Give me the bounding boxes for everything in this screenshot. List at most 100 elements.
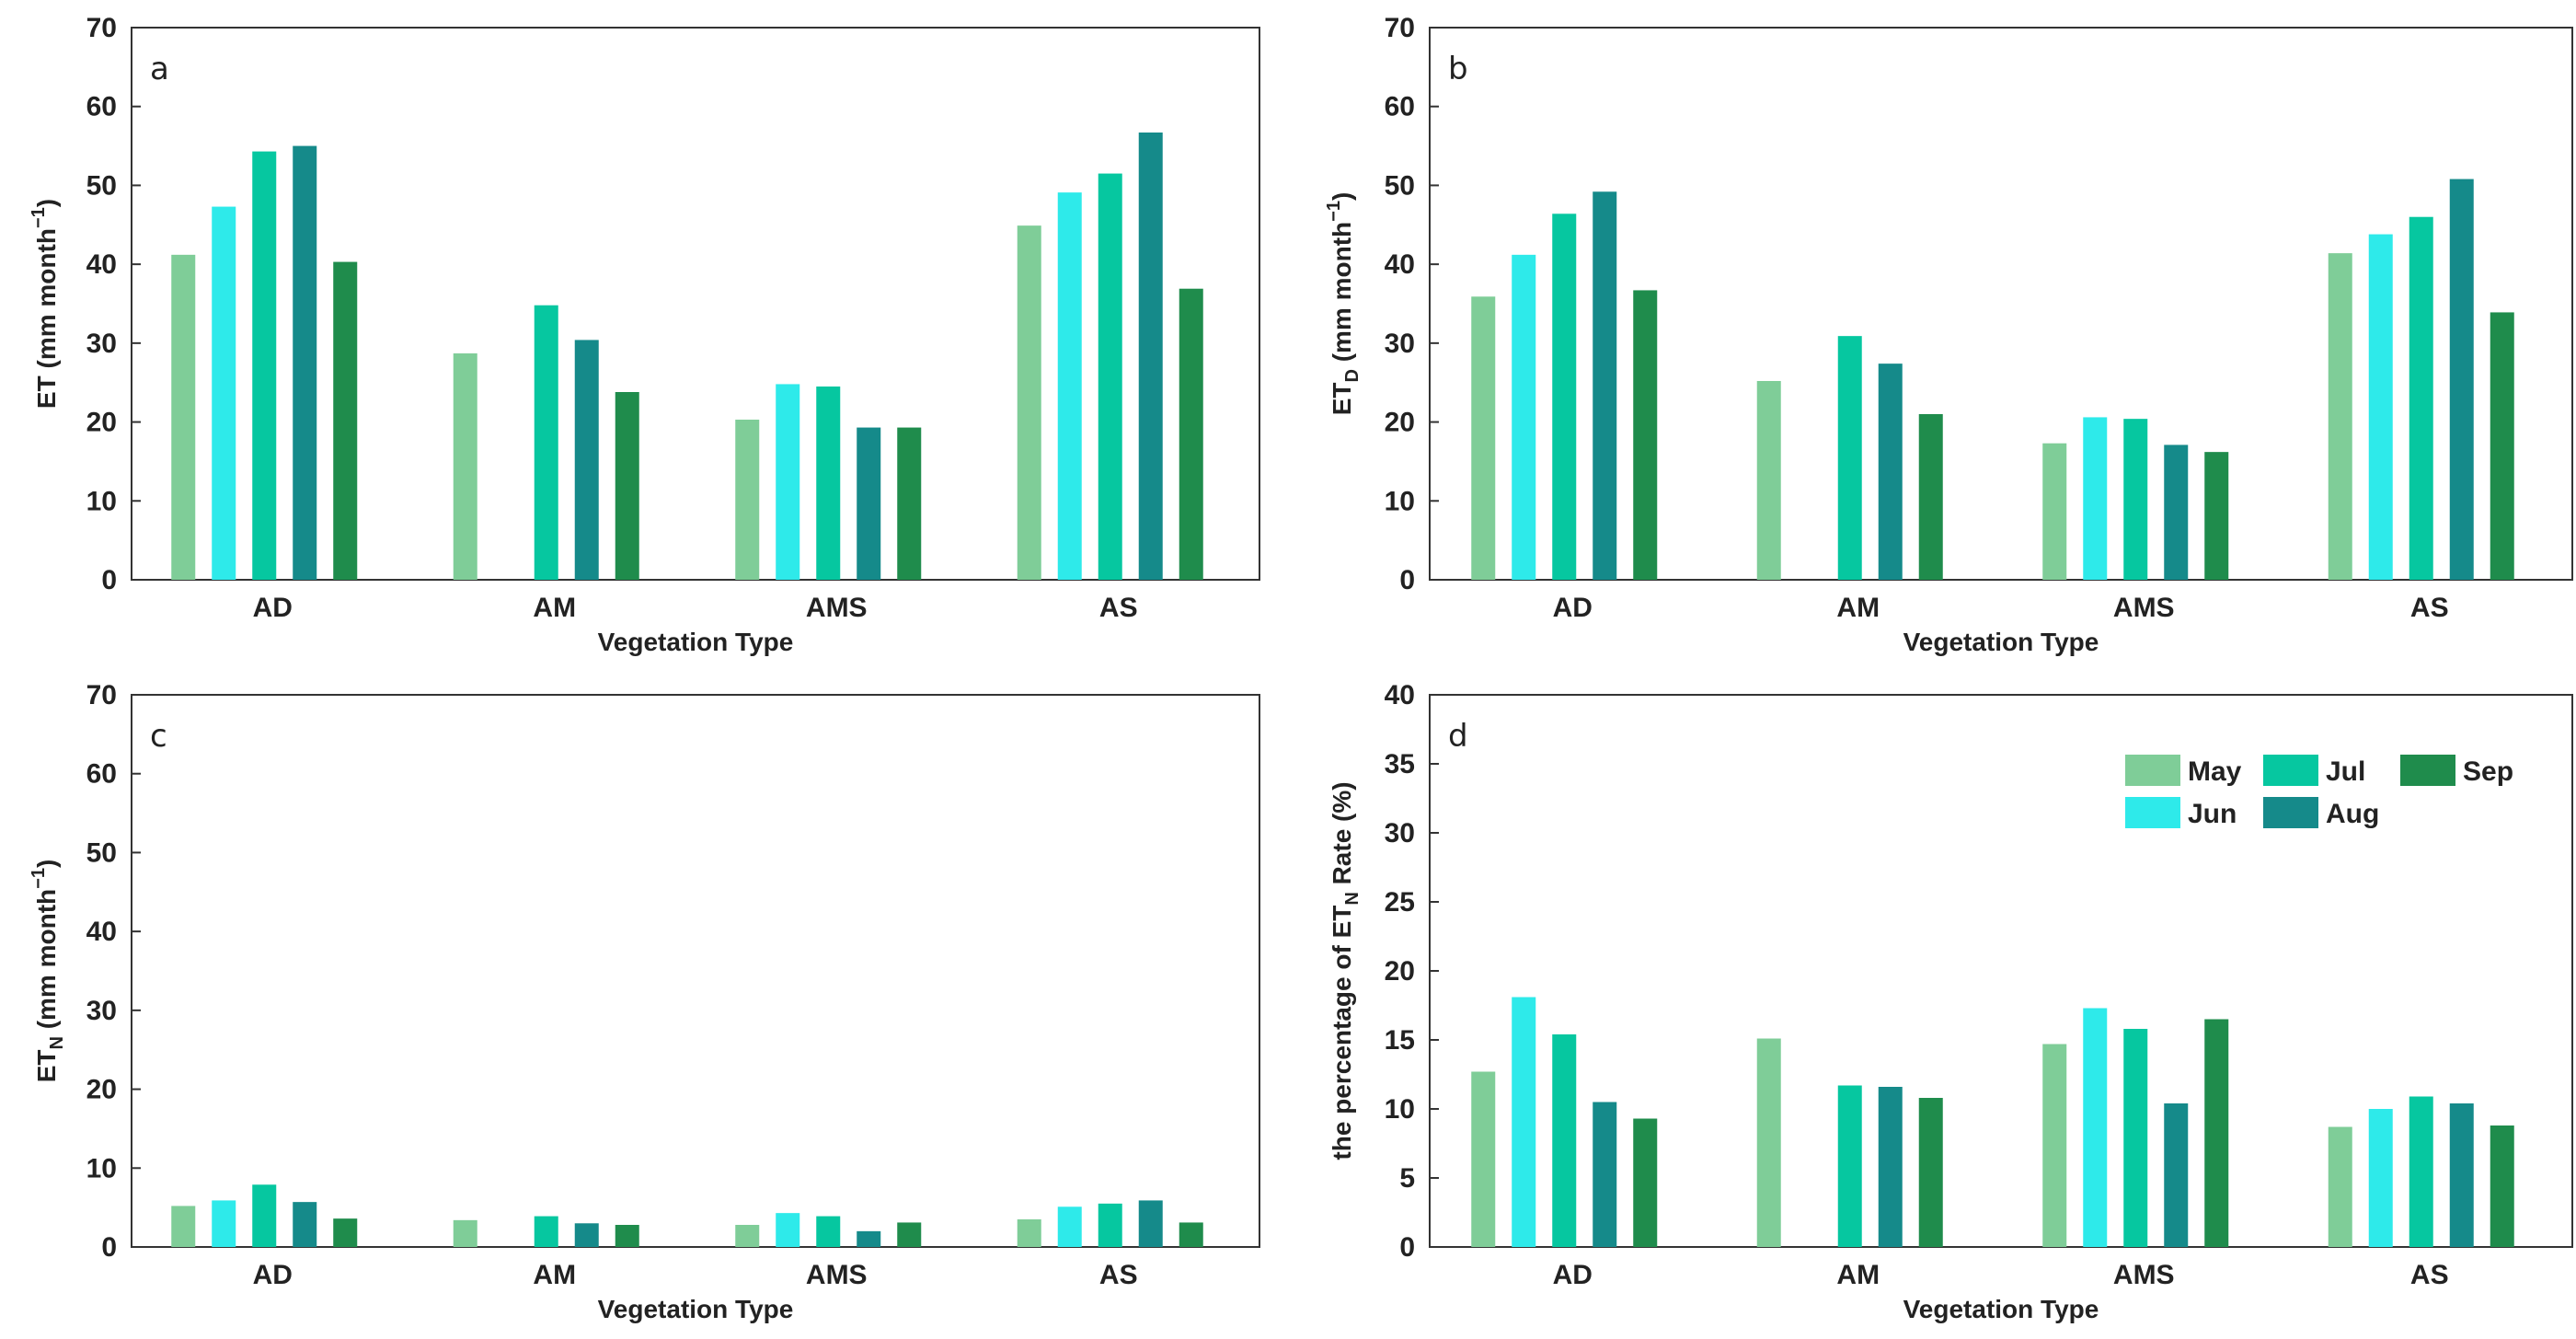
y-tick-label: 0: [101, 565, 117, 595]
panel-letter: b: [1448, 51, 1468, 87]
panel-letter: c: [150, 718, 167, 755]
y-axis-label: ETN (mm month−1): [29, 860, 67, 1083]
bar-aug-ad: [1593, 191, 1617, 581]
legend: May Jun Jul Aug Sep: [2125, 755, 2513, 829]
legend-label-may: May: [2188, 756, 2242, 787]
y-tick-label: 40: [1385, 249, 1415, 280]
y-tick-label: 5: [1399, 1163, 1415, 1194]
y-tick-label: 20: [1385, 408, 1415, 438]
y-tick-label: 10: [86, 1153, 117, 1183]
bar-jun-ad: [212, 1200, 236, 1247]
y-tick-label: 10: [1385, 1094, 1415, 1125]
x-axis-label: Vegetation Type: [598, 628, 794, 656]
bar-jul-am: [1837, 336, 1862, 580]
plot-area: [131, 694, 1260, 1248]
x-tick-label: AM: [533, 593, 576, 623]
bar-aug-ams: [857, 427, 881, 580]
y-tick-label: 70: [1385, 13, 1415, 43]
y-tick-label: 0: [1399, 1232, 1415, 1263]
bar-aug-am: [574, 340, 599, 580]
bar-may-as: [2328, 253, 2352, 580]
legend-swatch-jul: [2263, 755, 2318, 786]
bar-jul-as: [2409, 1096, 2433, 1247]
legend-swatch-may: [2125, 755, 2180, 786]
legend-label-jul: Jul: [2326, 756, 2365, 787]
bar-sep-am: [1918, 1098, 1943, 1247]
bar-jun-as: [2368, 234, 2393, 581]
bar-aug-as: [2449, 1103, 2474, 1247]
bar-may-am: [1756, 381, 1781, 580]
bar-jul-am: [1837, 1085, 1862, 1247]
bar-may-ams: [735, 1225, 760, 1247]
bar-sep-am: [615, 392, 639, 580]
bar-sep-ad: [333, 1218, 358, 1247]
y-tick-label: 40: [86, 917, 117, 947]
y-tick-label: 15: [1385, 1025, 1415, 1056]
bar-jul-as: [1098, 1203, 1122, 1247]
bar-may-as: [1017, 225, 1041, 580]
bar-jul-ad: [252, 151, 277, 581]
bar-jun-ad: [1512, 997, 1536, 1247]
panel-letter: d: [1448, 718, 1468, 755]
y-axis-label: ETD (mm month−1): [1324, 192, 1363, 416]
bar-may-ams: [2042, 1044, 2067, 1247]
bar-sep-ad: [1633, 1118, 1658, 1247]
y-tick-label: 10: [1385, 486, 1415, 516]
bar-aug-ad: [293, 1202, 317, 1247]
bar-jul-as: [2409, 216, 2433, 580]
x-tick-label: AM: [1836, 1260, 1880, 1290]
bar-jul-ad: [252, 1184, 277, 1247]
bar-jul-ad: [1552, 214, 1577, 581]
y-tick-label: 40: [86, 249, 117, 280]
plot-area: [131, 27, 1260, 581]
bar-jul-ams: [2123, 1029, 2148, 1247]
y-tick-label: 70: [86, 680, 117, 710]
bar-jul-ams: [2123, 419, 2148, 580]
bar-sep-am: [615, 1225, 639, 1247]
panel-d: 0 5 10 15 20 25 30 35 40 AD AM AMS AS Vegetation Type…: [1328, 680, 2573, 1323]
bar-jun-ad: [1512, 254, 1536, 580]
bar-jun-as: [1057, 1206, 1082, 1247]
bar-sep-ams: [2204, 452, 2229, 580]
bar-sep-ad: [333, 261, 358, 580]
legend-swatch-jun: [2125, 797, 2180, 828]
bar-jun-ad: [212, 206, 236, 581]
y-tick-label: 10: [86, 486, 117, 516]
bar-jun-as: [1057, 192, 1082, 580]
bar-aug-as: [2449, 179, 2474, 581]
x-tick-label: AD: [1553, 593, 1593, 623]
y-tick-label: 50: [86, 837, 117, 868]
y-tick-label: 50: [1385, 170, 1415, 201]
y-tick-label: 50: [86, 170, 117, 201]
bar-may-as: [1017, 1219, 1041, 1247]
bar-sep-ams: [897, 427, 922, 580]
y-tick-label: 60: [86, 759, 117, 790]
x-tick-label: AD: [1553, 1260, 1593, 1290]
y-tick-label: 30: [86, 996, 117, 1026]
y-tick-label: 20: [1385, 956, 1415, 987]
legend-label-aug: Aug: [2326, 799, 2379, 829]
y-tick-label: 60: [1385, 92, 1415, 122]
bar-aug-as: [1138, 1200, 1163, 1247]
y-tick-label: 0: [1399, 565, 1415, 595]
legend-label-jun: Jun: [2188, 799, 2237, 829]
y-tick-label: 30: [1385, 818, 1415, 848]
y-tick-label: 30: [86, 329, 117, 359]
bar-jul-ams: [816, 1216, 841, 1247]
x-tick-label: AD: [253, 593, 293, 623]
bar-may-ams: [735, 420, 760, 580]
bar-jul-am: [534, 1216, 558, 1247]
bar-aug-as: [1138, 133, 1163, 580]
y-tick-label: 30: [1385, 329, 1415, 359]
x-tick-label: AMS: [2113, 1260, 2175, 1290]
bar-aug-ams: [2164, 444, 2189, 580]
x-tick-label: AS: [2410, 593, 2449, 623]
y-tick-label: 70: [86, 13, 117, 43]
bar-sep-am: [1918, 414, 1943, 580]
bar-sep-as: [2490, 312, 2514, 580]
bar-jun-ams: [776, 1213, 800, 1247]
x-tick-label: AS: [2410, 1260, 2449, 1290]
y-axis-label: the percentage of ETN Rate (%): [1328, 781, 1363, 1160]
bar-sep-as: [1179, 1222, 1203, 1247]
